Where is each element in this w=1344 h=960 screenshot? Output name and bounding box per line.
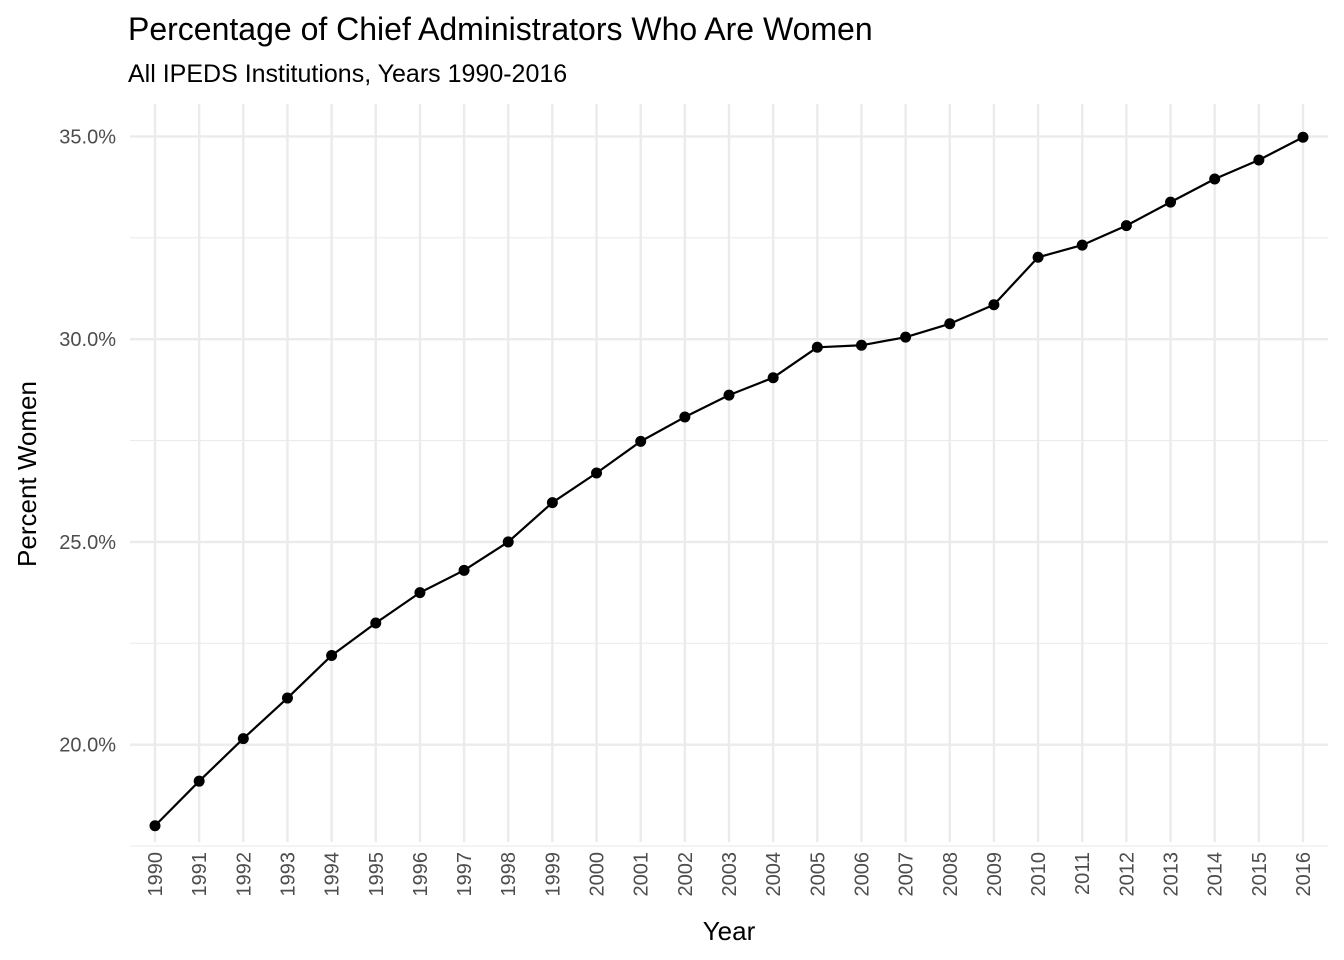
- x-tick-label: 1995: [366, 852, 388, 897]
- x-tick-label: 2007: [896, 852, 918, 897]
- data-point: [193, 775, 205, 787]
- y-axis-ticks: 20.0% 25.0% 30.0% 35.0%: [59, 126, 116, 756]
- x-tick-label: 1991: [189, 852, 211, 897]
- data-point: [546, 497, 558, 509]
- x-tick-label: 2010: [1028, 852, 1050, 897]
- x-tick-label: 2016: [1293, 852, 1315, 897]
- y-tick-label: 35.0%: [59, 126, 116, 148]
- data-point: [855, 339, 867, 351]
- data-point: [988, 299, 1000, 311]
- x-tick-label: 1999: [542, 852, 564, 897]
- data-point: [149, 820, 161, 832]
- data-point: [767, 372, 779, 384]
- x-tick-label: 2001: [631, 852, 653, 897]
- x-tick-label: 1996: [410, 852, 432, 897]
- y-tick-label: 20.0%: [59, 735, 116, 757]
- x-tick-label: 1990: [145, 852, 167, 897]
- x-tick-label: 2011: [1072, 852, 1094, 895]
- x-tick-label: 1998: [498, 852, 520, 897]
- series-percent-women: [149, 131, 1309, 832]
- x-tick-label: 1993: [277, 852, 299, 897]
- x-tick-label: 1997: [454, 852, 476, 897]
- data-point: [1165, 196, 1177, 208]
- x-tick-label: 1994: [322, 852, 344, 897]
- data-point: [1032, 251, 1044, 263]
- data-point: [591, 467, 603, 479]
- data-point: [326, 649, 338, 661]
- x-tick-label: 2008: [940, 852, 962, 897]
- data-point: [370, 617, 382, 629]
- data-point: [414, 587, 426, 599]
- x-tick-label: 2005: [807, 852, 829, 897]
- data-point: [944, 318, 956, 330]
- y-tick-label: 30.0%: [59, 329, 116, 351]
- grid-lines: [130, 104, 1328, 847]
- data-point: [1209, 173, 1221, 185]
- x-tick-label: 2002: [675, 852, 697, 897]
- x-tick-label: 2003: [719, 852, 741, 897]
- chart-title: Percentage of Chief Administrators Who A…: [128, 11, 873, 47]
- chart-subtitle: All IPEDS Institutions, Years 1990-2016: [128, 60, 567, 88]
- x-tick-label: 2015: [1249, 852, 1271, 897]
- data-point: [1076, 239, 1088, 251]
- x-tick-label: 2000: [587, 852, 609, 897]
- data-point: [237, 733, 249, 745]
- data-point: [723, 389, 735, 401]
- y-tick-label: 25.0%: [59, 532, 116, 554]
- data-point: [679, 411, 691, 423]
- x-axis-label: Year: [703, 916, 756, 946]
- x-tick-label: 2013: [1161, 852, 1183, 897]
- data-point: [1253, 154, 1265, 166]
- x-tick-label: 2006: [851, 852, 873, 897]
- data-point: [900, 331, 912, 343]
- y-axis-label: Percent Women: [12, 381, 42, 567]
- x-tick-label: 2009: [984, 852, 1006, 897]
- data-point: [1120, 220, 1132, 232]
- x-tick-label: 2004: [763, 852, 785, 897]
- data-point: [1297, 131, 1309, 143]
- x-tick-label: 2012: [1116, 852, 1138, 897]
- data-point: [458, 564, 470, 576]
- x-tick-label: 1992: [233, 852, 255, 897]
- x-axis-ticks: 1990 1991 1992 1993 1994 1995 1996 1997 1998 1999…: [145, 852, 1315, 897]
- x-tick-label: 2014: [1205, 852, 1227, 897]
- data-point: [635, 435, 647, 447]
- data-point: [811, 341, 823, 353]
- data-point: [281, 692, 293, 704]
- data-point: [502, 536, 514, 548]
